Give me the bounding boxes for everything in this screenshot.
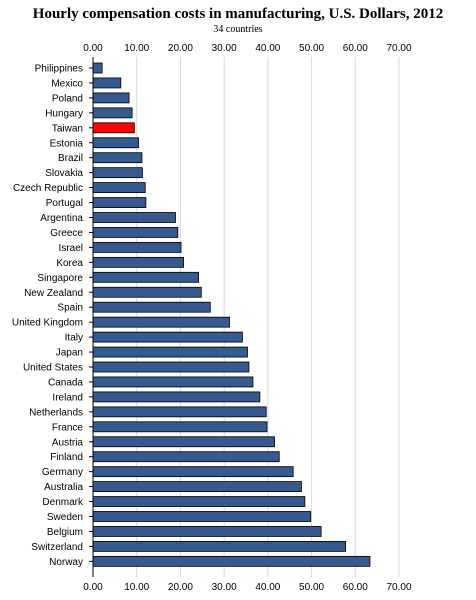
bar-spain xyxy=(92,301,211,313)
bar-canada xyxy=(92,376,254,388)
bar-mexico xyxy=(92,77,122,89)
bar-argentina xyxy=(92,212,176,223)
category-label: Austria xyxy=(52,437,84,448)
category-label: Hungary xyxy=(45,108,83,119)
bar-poland xyxy=(92,92,130,104)
category-label: Mexico xyxy=(51,78,83,89)
category-label: Poland xyxy=(52,93,83,104)
category-label: Australia xyxy=(44,482,83,493)
bar-slovakia xyxy=(92,167,143,179)
bar-israel xyxy=(92,241,182,253)
bar-new-zealand xyxy=(92,286,202,298)
category-label: Italy xyxy=(65,333,83,344)
category-label: Korea xyxy=(56,258,83,269)
category-label: Norway xyxy=(49,557,83,568)
bar-czech-republic xyxy=(92,182,146,194)
bar-switzerland xyxy=(92,541,347,552)
top-x-tick-label: 60.00 xyxy=(343,43,368,54)
top-x-tick-label: 0.00 xyxy=(83,43,103,54)
bar-finland xyxy=(92,451,280,463)
category-label: Netherlands xyxy=(29,407,83,418)
chart-title: Hourly compensation costs in manufacturi… xyxy=(33,6,443,22)
bar-belgium xyxy=(92,526,322,537)
bar-australia xyxy=(92,481,302,493)
bar-united-states xyxy=(92,361,250,373)
category-label: United Kingdom xyxy=(12,318,83,329)
bar-taiwan xyxy=(92,122,135,134)
bar-norway xyxy=(92,555,371,567)
bottom-x-tick-label: 20.00 xyxy=(168,582,193,593)
category-label: Israel xyxy=(59,243,83,254)
category-label: Slovakia xyxy=(45,168,83,179)
top-x-tick-label: 10.00 xyxy=(124,43,149,54)
bar-italy xyxy=(92,331,243,343)
bottom-x-tick-label: 30.00 xyxy=(212,582,237,593)
bar-france xyxy=(92,421,268,433)
bar-korea xyxy=(92,256,184,268)
bar-denmark xyxy=(92,496,306,507)
category-label: Sweden xyxy=(47,512,83,523)
category-label: Argentina xyxy=(40,213,83,224)
category-label: Ireland xyxy=(52,392,83,403)
category-label: United States xyxy=(23,363,83,374)
bar-ireland xyxy=(92,391,261,403)
bar-sweden xyxy=(92,511,312,522)
bar-united-kingdom xyxy=(92,316,230,328)
category-label: Greece xyxy=(50,228,83,239)
top-x-tick-label: 50.00 xyxy=(299,43,324,54)
bar-germany xyxy=(92,466,294,478)
category-label: Finland xyxy=(50,452,83,463)
bottom-x-tick-label: 50.00 xyxy=(299,582,324,593)
bar-netherlands xyxy=(92,406,267,418)
top-x-tick-label: 70.00 xyxy=(386,43,411,54)
category-label: New Zealand xyxy=(24,288,83,299)
top-x-tick-label: 30.00 xyxy=(212,43,237,54)
category-label: Singapore xyxy=(37,273,83,284)
bar-portugal xyxy=(92,197,147,208)
category-label: Denmark xyxy=(42,497,84,508)
category-label: Switzerland xyxy=(31,542,83,553)
bar-philippines xyxy=(92,62,103,74)
bar-greece xyxy=(92,227,179,238)
bar-brazil xyxy=(92,152,143,164)
top-x-tick-label: 20.00 xyxy=(168,43,193,54)
bottom-x-tick-label: 70.00 xyxy=(386,582,411,593)
bottom-x-tick-label: 10.00 xyxy=(124,582,149,593)
category-label: Spain xyxy=(57,303,83,314)
category-label: Germany xyxy=(42,467,83,478)
category-label: Brazil xyxy=(58,153,83,164)
bar-singapore xyxy=(92,271,200,283)
bottom-x-tick-label: 60.00 xyxy=(343,582,368,593)
top-x-tick-label: 40.00 xyxy=(255,43,280,54)
category-labels: Philippines Mexico Poland Hungary Taiwan Esto… xyxy=(12,64,93,568)
bottom-x-tick-label: 0.00 xyxy=(83,582,103,593)
chart-subtitle: 34 countries xyxy=(213,24,262,35)
category-label: France xyxy=(52,422,84,433)
category-label: Japan xyxy=(56,348,83,359)
bar-estonia xyxy=(92,137,139,149)
category-label: Canada xyxy=(48,377,83,388)
bar-hungary xyxy=(92,107,133,119)
category-label: Portugal xyxy=(46,198,83,209)
bar-austria xyxy=(92,436,275,448)
category-label: Estonia xyxy=(50,138,84,149)
bar-japan xyxy=(92,346,248,358)
top-x-axis-ticks: 0.00 10.00 20.00 30.00 40.00 50.00 60.00 70.00 xyxy=(83,43,412,54)
bars xyxy=(92,62,371,567)
bottom-x-tick-label: 40.00 xyxy=(255,582,280,593)
category-label: Taiwan xyxy=(52,123,83,134)
category-label: Czech Republic xyxy=(13,183,83,194)
category-label: Philippines xyxy=(35,64,83,75)
bottom-x-axis-ticks: 0.00 10.00 20.00 30.00 40.00 50.00 60.00 70.00 xyxy=(83,582,412,593)
category-label: Belgium xyxy=(47,527,83,538)
